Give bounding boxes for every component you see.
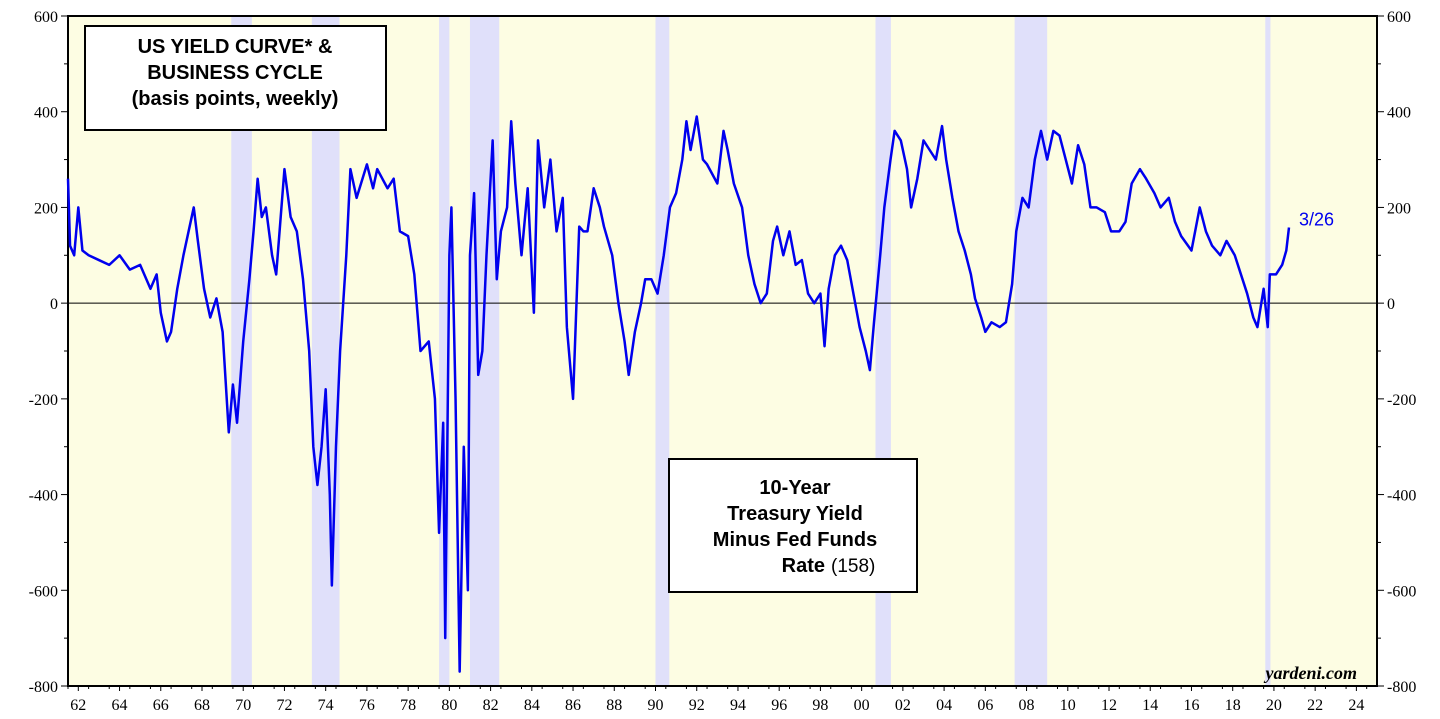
credit: yardeni.com [1264,663,1358,683]
x-tick-label: 20 [1266,697,1282,714]
x-tick-label: 70 [235,697,251,714]
x-tick-label: 68 [194,697,210,714]
annotations: US YIELD CURVE* & BUSINESS CYCLE (basis po… [84,25,1358,683]
y-tick-label: -400 [29,488,58,505]
x-tick-label: 88 [606,697,622,714]
annotation-line: Minus Fed Funds [713,529,877,551]
x-tick-label: 04 [936,697,952,714]
y2-tick-label: -600 [1387,583,1416,600]
y-tick-label: -200 [29,392,58,409]
title-line: BUSINESS CYCLE [147,62,323,84]
y-tick-label: -800 [29,679,58,696]
y-tick-label: 0 [50,296,58,313]
recession-band [469,16,500,686]
title-line: US YIELD CURVE* & [138,36,333,58]
annotation-value: (158) [831,556,875,577]
x-tick-label: 90 [648,697,664,714]
recession-band [1265,16,1271,686]
x-tick-label: 74 [318,697,334,714]
x-tick-label: 62 [70,697,86,714]
x-tick-label: 82 [483,697,499,714]
x-tick-label: 84 [524,697,540,714]
annotation-line: Treasury Yield [727,503,863,525]
annotation-line: 10-Year [759,477,830,499]
x-tick-label: 80 [441,697,457,714]
x-tick-label: 14 [1142,697,1158,714]
recession-band [1014,16,1048,686]
x-tick-label: 96 [771,697,787,714]
y-tick-label: -600 [29,583,58,600]
x-tick-label: 18 [1225,697,1241,714]
x-tick-label: 72 [276,697,292,714]
x-tick-label: 00 [854,697,870,714]
recession-band [655,16,670,686]
x-tick-label: 16 [1183,697,1199,714]
annotation-box [668,458,918,593]
annotation-line: Rate [782,555,825,577]
x-tick-label: 10 [1060,697,1076,714]
x-tick-label: 76 [359,697,375,714]
series-line [66,115,1291,673]
x-tick-label: 86 [565,697,581,714]
y2-tick-label: 200 [1387,200,1411,217]
y-tick-label: 400 [34,105,58,122]
plot-frame [67,15,1378,687]
x-tick-label: 08 [1019,697,1035,714]
y-tick-label: 600 [34,9,58,26]
x-tick-label: 64 [112,697,128,714]
y2-tick-label: -800 [1387,679,1416,696]
y2-tick-label: 400 [1387,105,1411,122]
x-tick-label: 98 [812,697,828,714]
x-tick-label: 92 [689,697,705,714]
title-box [84,25,387,131]
title-line: (basis points, weekly) [132,88,339,110]
x-tick-label: 78 [400,697,416,714]
end-label: 3/26 [1299,210,1334,230]
lines: 3/26 [66,115,1334,673]
x-tick-label: 22 [1307,697,1323,714]
x-tick-label: 12 [1101,697,1117,714]
x-tick-label: 94 [730,697,746,714]
y-tick-label: 200 [34,200,58,217]
y2-tick-label: 600 [1387,9,1411,26]
x-tick-label: 24 [1348,697,1364,714]
x-tick-label: 02 [895,697,911,714]
x-tick-label: 66 [153,697,169,714]
x-tick-label: 06 [977,697,993,714]
y2-tick-label: -200 [1387,392,1416,409]
recession-band [439,16,450,686]
y2-tick-label: 0 [1387,296,1395,313]
y2-tick-label: -400 [1387,488,1416,505]
